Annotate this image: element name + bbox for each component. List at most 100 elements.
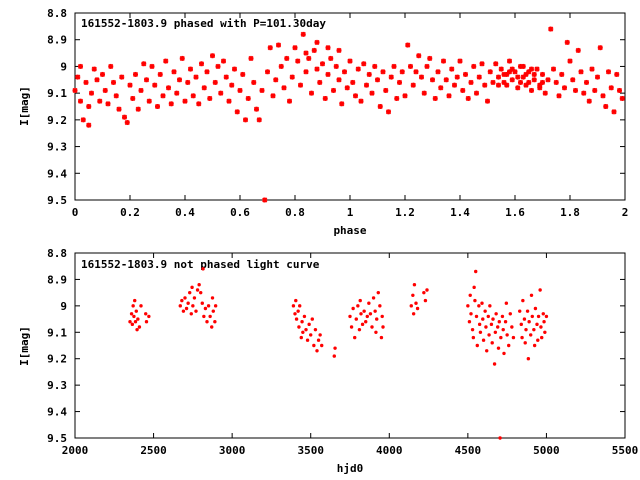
top-data-point	[116, 106, 122, 112]
bottom-data-point	[294, 298, 298, 303]
top-data-point	[377, 103, 383, 110]
bottom-data-point	[202, 314, 206, 319]
bottom-x-tick-label: 4000	[376, 444, 403, 457]
top-data-point	[369, 90, 375, 96]
bottom-data-point	[354, 317, 358, 321]
top-data-point	[303, 50, 309, 56]
top-data-point	[187, 66, 194, 72]
bottom-data-point	[296, 309, 300, 313]
top-data-point	[396, 79, 403, 86]
top-plot-title: 161552-1803.9 phased with P=101.30day	[81, 17, 326, 30]
bottom-data-point	[144, 320, 149, 324]
top-data-point	[97, 98, 103, 104]
bottom-data-point	[133, 320, 138, 324]
unphased-light-curve-panel: 161552-1803.9 not phased light curve hjd…	[18, 247, 638, 475]
bottom-data-point	[135, 327, 139, 332]
top-data-point	[539, 71, 546, 78]
bottom-data-point	[203, 306, 208, 311]
top-data-point	[308, 90, 315, 96]
bottom-data-point	[486, 314, 490, 319]
top-x-tick-label: 1.2	[395, 206, 415, 219]
top-y-tick-label: 9.5	[47, 194, 67, 207]
bottom-data-point	[478, 330, 483, 334]
bottom-data-point	[535, 322, 539, 327]
bottom-data-point	[378, 304, 382, 308]
top-data-point	[196, 101, 202, 107]
top-y-tick-label: 9.3	[47, 141, 67, 154]
top-data-point	[561, 85, 568, 91]
bottom-data-point	[505, 333, 509, 337]
bottom-data-point	[320, 343, 324, 348]
bottom-data-point	[307, 322, 311, 327]
top-data-point	[454, 74, 460, 80]
bottom-data-point	[380, 314, 384, 319]
bottom-y-axis-label: I[mag]	[18, 326, 31, 366]
bottom-data-point	[211, 309, 215, 313]
bottom-data-point	[368, 312, 373, 316]
bottom-data-point	[499, 335, 503, 340]
bottom-data-point	[191, 304, 195, 308]
bottom-data-point	[500, 314, 505, 319]
top-data-point	[339, 101, 345, 107]
bottom-data-point	[206, 304, 211, 308]
top-data-point	[484, 98, 491, 104]
bottom-data-point	[471, 335, 476, 340]
bottom-data-point	[208, 314, 212, 319]
top-data-point	[564, 39, 570, 45]
top-data-point	[72, 87, 78, 94]
top-data-point	[600, 93, 606, 99]
top-data-point	[592, 87, 598, 94]
top-data-point	[460, 87, 466, 94]
bottom-data-point	[309, 333, 313, 337]
bottom-data-point	[485, 349, 489, 353]
top-data-point	[245, 95, 251, 102]
top-data-point	[462, 71, 469, 78]
bottom-data-point	[291, 304, 296, 308]
top-x-tick-label: 0.4	[175, 206, 195, 219]
top-y-tick-label: 9.4	[47, 167, 67, 180]
top-data-point	[383, 87, 389, 94]
bottom-data-point	[411, 293, 415, 297]
bottom-data-point	[502, 351, 506, 356]
top-data-point	[366, 71, 372, 78]
top-data-point	[190, 93, 196, 99]
bottom-data-point	[475, 343, 479, 348]
top-data-point	[182, 98, 188, 104]
top-data-point	[127, 82, 133, 88]
top-data-point	[226, 98, 232, 104]
top-data-point	[473, 90, 480, 96]
top-data-point	[297, 82, 304, 88]
bottom-data-point	[524, 327, 528, 332]
bottom-data-point	[370, 325, 374, 329]
bottom-data-point	[496, 325, 500, 329]
bottom-data-point	[412, 283, 417, 287]
bottom-data-point	[501, 327, 505, 332]
top-data-point	[352, 93, 359, 99]
bottom-data-point	[180, 298, 184, 303]
top-data-point	[457, 58, 463, 64]
top-data-point	[253, 106, 260, 112]
top-data-point	[539, 79, 546, 86]
top-data-point	[603, 103, 609, 110]
bottom-data-point	[376, 290, 380, 295]
top-data-point	[91, 66, 97, 72]
bottom-y-tick-label: 9.5	[47, 432, 67, 445]
bottom-data-point	[541, 312, 545, 316]
top-data-point	[328, 55, 334, 61]
bottom-data-point	[414, 301, 418, 305]
top-data-point	[231, 66, 238, 72]
top-data-point	[220, 58, 227, 64]
bottom-data-point	[490, 341, 494, 345]
top-data-point	[605, 69, 612, 75]
top-data-point	[270, 93, 276, 99]
bottom-data-point	[297, 325, 301, 329]
top-data-point	[259, 87, 265, 94]
bottom-data-point	[491, 317, 495, 321]
top-data-point	[179, 55, 185, 61]
bottom-data-point	[313, 327, 318, 332]
top-data-point	[449, 66, 455, 72]
bottom-data-point	[333, 346, 337, 350]
top-data-point	[121, 114, 128, 120]
bottom-y-tick-label: 9.3	[47, 379, 67, 392]
top-data-point	[333, 63, 339, 69]
